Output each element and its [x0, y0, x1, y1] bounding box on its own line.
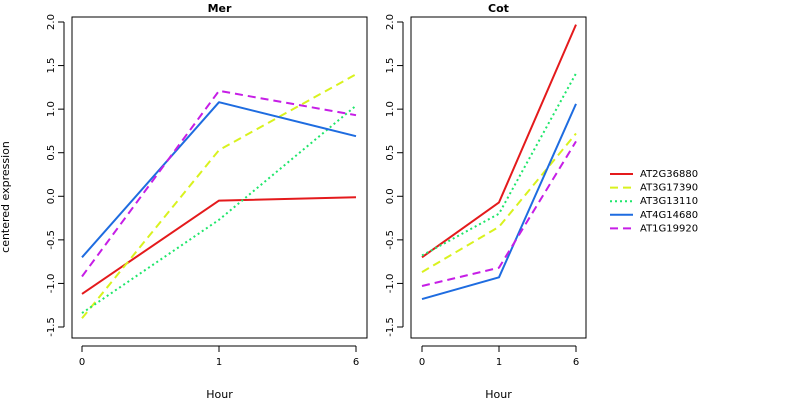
y-tick-label: -1.0: [385, 274, 396, 294]
panel-mer: Mer -1.5 -1.0 -0.5 0.0 0.5 1.0 1.5 2.0 0 1 6 Hour: [46, 2, 368, 400]
series-line-at3g17390: [81, 73, 357, 319]
y-tick-label: 0.5: [385, 145, 396, 161]
x-axis-title: Hour: [485, 388, 512, 400]
plot-frame: [410, 16, 587, 339]
y-tick-label: 1.0: [46, 101, 57, 117]
y-tick-label: 1.5: [46, 58, 57, 74]
x-tick-label: 1: [496, 357, 502, 368]
legend-item: AT2G36880: [610, 169, 698, 180]
y-axis-title: centered expression: [0, 141, 12, 253]
series-line-at3g17390: [421, 132, 577, 273]
series-line-at4g14680: [421, 103, 577, 301]
panel-title: Mer: [208, 2, 232, 15]
series-line-at4g14680: [81, 101, 357, 258]
y-tick-label: 2.0: [46, 14, 57, 30]
series-line-at2g36880: [421, 24, 577, 259]
legend-item: AT3G13110: [610, 196, 698, 207]
x-tick-label: 0: [79, 357, 85, 368]
x-tick-label: 0: [419, 357, 425, 368]
y-tick-label: -1.5: [46, 317, 57, 337]
x-tick-label: 6: [353, 357, 359, 368]
x-tick-label: 6: [573, 357, 579, 368]
legend-label: AT4G14680: [640, 210, 698, 221]
y-tick-label: 0.0: [46, 188, 57, 204]
series-line-at3g13110: [81, 104, 357, 314]
legend-item: AT3G17390: [610, 183, 698, 194]
y-tick-label: 2.0: [385, 14, 396, 30]
legend-label: AT1G19920: [640, 223, 698, 234]
y-tick-label: 0.5: [46, 145, 57, 161]
legend-label: AT2G36880: [640, 169, 698, 180]
series-line-at1g19920: [81, 89, 357, 278]
plot-frame: [71, 16, 368, 339]
legend-item: AT4G14680: [610, 210, 698, 221]
panel-title: Cot: [488, 2, 509, 15]
legend-label: AT3G13110: [640, 196, 698, 207]
y-tick-label: 1.0: [385, 101, 396, 117]
x-axis-title: Hour: [206, 388, 233, 400]
series-line-at3g13110: [421, 72, 577, 257]
y-tick-label: -0.5: [46, 230, 57, 250]
y-tick-label: 0.0: [385, 188, 396, 204]
y-tick-label: -1.0: [46, 274, 57, 294]
y-tick-label: -1.5: [385, 317, 396, 337]
panel-cot: Cot -1.5 -1.0 -0.5 0.0 0.5 1.0 1.5 2.0 0 1 6 Hour: [385, 2, 587, 400]
y-tick-label: -0.5: [385, 230, 396, 250]
legend-label: AT3G17390: [640, 183, 698, 194]
legend: AT2G36880 AT3G17390 AT3G13110 AT4G14680 AT1G…: [610, 169, 698, 234]
chart-panels: Mer-1.5-1.0-0.50.00.51.01.52.00 1 6HourCot…: [46, 2, 587, 400]
x-tick-label: 1: [216, 357, 222, 368]
legend-item: AT1G19920: [610, 223, 698, 234]
series-line-at1g19920: [421, 140, 577, 287]
y-tick-label: 1.5: [385, 58, 396, 74]
